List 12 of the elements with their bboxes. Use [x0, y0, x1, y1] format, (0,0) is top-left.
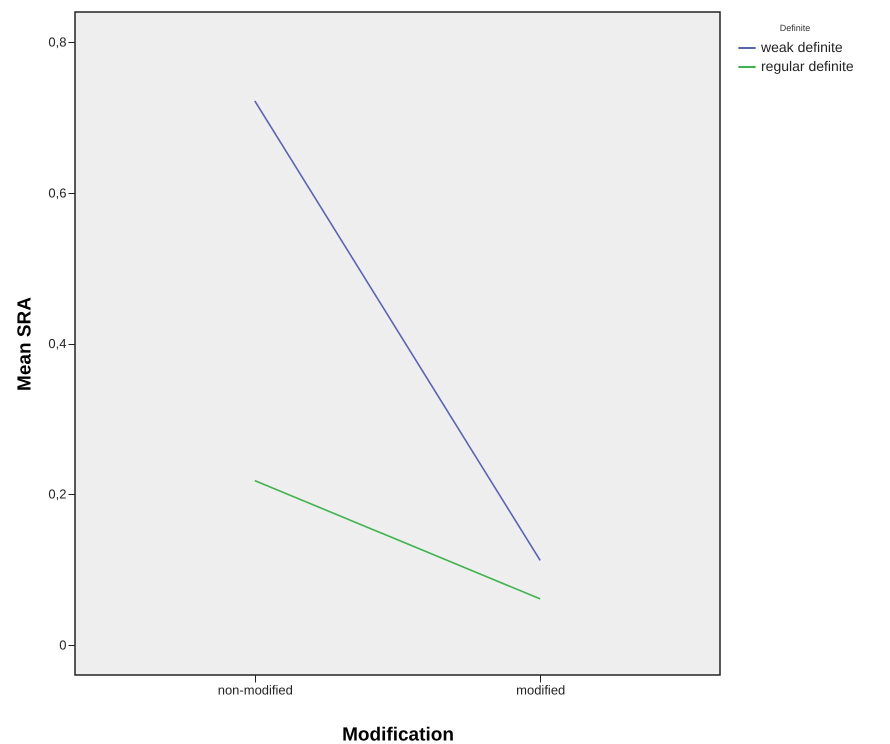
y-tick-label: 0,6: [48, 185, 66, 200]
x-tick-label: modified: [516, 682, 566, 698]
y-axis-title: Mean SRA: [14, 296, 36, 391]
y-tick-label: 0,2: [48, 486, 66, 502]
legend-label: weak definite: [760, 39, 843, 55]
y-tick-label: 0: [59, 637, 66, 652]
legend-label: regular definite: [761, 58, 854, 74]
legend-title: Definite: [780, 23, 810, 33]
y-tick-label: 0,8: [48, 34, 66, 50]
x-axis-title: Modification: [342, 724, 454, 744]
y-tick-label: 0,4: [48, 336, 66, 351]
x-tick-label: non-modified: [218, 682, 293, 698]
